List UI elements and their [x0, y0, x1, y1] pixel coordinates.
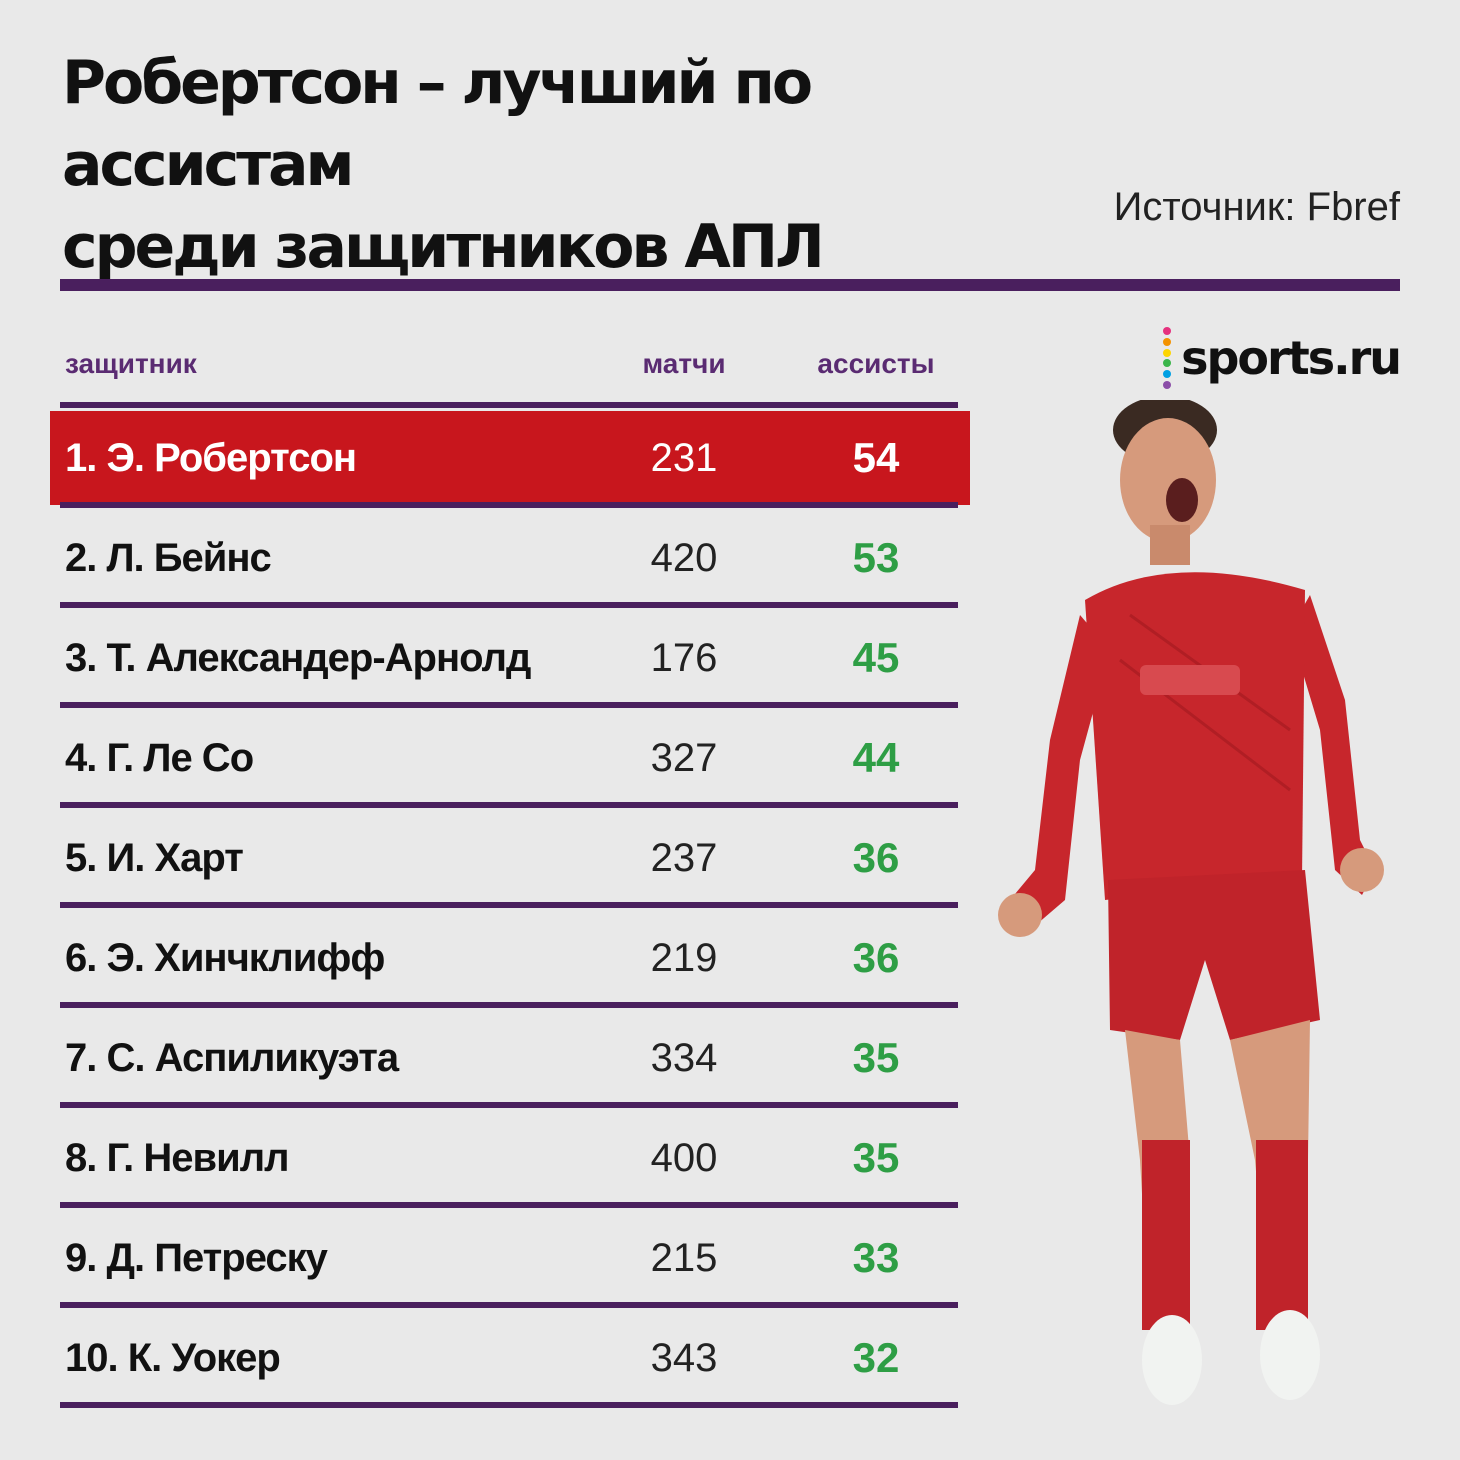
- column-header-player: защитник: [65, 348, 197, 379]
- table-row: 8. Г. Невилл 400 35: [60, 1111, 958, 1205]
- logo-wordmark: sports.ru: [1181, 331, 1402, 385]
- row-divider: [60, 402, 958, 408]
- player-name: 4. Г. Ле Со: [65, 735, 254, 780]
- player-name: 5. И. Харт: [65, 835, 244, 880]
- assists-value: 36: [852, 934, 900, 981]
- assists-value: 44: [852, 734, 900, 781]
- row-divider: [60, 602, 958, 608]
- row-divider: [60, 702, 958, 708]
- matches-value: 237: [650, 835, 718, 880]
- assists-value: 33: [852, 1234, 900, 1281]
- table-row: 3. Т. Александер-Арнолд 176 45: [60, 611, 958, 705]
- assists-value: 35: [852, 1134, 900, 1181]
- assists-value: 53: [852, 534, 900, 581]
- player-name: 3. Т. Александер-Арнолд: [65, 635, 531, 680]
- player-name: 8. Г. Невилл: [65, 1135, 290, 1180]
- headline-line-2: среди защитников АПЛ: [62, 212, 825, 282]
- table-row: 4. Г. Ле Со 327 44: [60, 711, 958, 805]
- table-row: 6. Э. Хинчклифф 219 36: [60, 911, 958, 1005]
- player-name: 10. К. Уокер: [65, 1335, 281, 1380]
- row-divider: [60, 802, 958, 808]
- logo-dots-icon: [1163, 327, 1172, 389]
- matches-value: 176: [650, 635, 718, 680]
- source-credit: Источник: Fbref: [1113, 185, 1400, 229]
- matches-value: 400: [650, 1135, 718, 1180]
- player-photo: [998, 400, 1384, 1405]
- row-divider: [60, 502, 958, 508]
- column-header-matches: матчи: [642, 348, 726, 379]
- sports-ru-logo: sports.ru: [1163, 326, 1402, 390]
- row-divider: [60, 1002, 958, 1008]
- column-header-assists: ассисты: [817, 348, 935, 379]
- player-name: 9. Д. Петреску: [65, 1235, 328, 1280]
- table-row: 5. И. Харт 237 36: [60, 811, 958, 905]
- table-row: 1. Э. Робертсон 231 54: [50, 411, 970, 505]
- header-divider: [60, 279, 1400, 291]
- assists-value: 54: [852, 434, 900, 481]
- assists-value: 32: [852, 1334, 900, 1381]
- matches-value: 334: [650, 1035, 718, 1080]
- headline: Робертсон – лучший по ассистам среди защ…: [62, 42, 1072, 288]
- matches-value: 420: [650, 535, 718, 580]
- table-row: 2. Л. Бейнс 420 53: [60, 511, 958, 605]
- assists-value: 36: [852, 834, 900, 881]
- row-divider: [60, 1302, 958, 1308]
- player-name: 2. Л. Бейнс: [65, 535, 272, 580]
- matches-value: 231: [650, 435, 718, 480]
- row-divider: [60, 1202, 958, 1208]
- headline-line-1: Робертсон – лучший по ассистам: [62, 48, 813, 200]
- table-row: 10. К. Уокер 343 32: [60, 1311, 958, 1405]
- row-divider: [60, 1402, 958, 1408]
- assists-value: 45: [852, 634, 900, 681]
- player-name: 7. С. Аспиликуэта: [65, 1035, 399, 1080]
- row-divider: [60, 1102, 958, 1108]
- matches-value: 327: [650, 735, 718, 780]
- player-name: 6. Э. Хинчклифф: [65, 935, 385, 980]
- player-name: 1. Э. Робертсон: [65, 435, 357, 480]
- row-divider: [60, 902, 958, 908]
- assists-value: 35: [852, 1034, 900, 1081]
- table-row: 7. С. Аспиликуэта 334 35: [60, 1011, 958, 1105]
- matches-value: 215: [650, 1235, 718, 1280]
- matches-value: 343: [650, 1335, 718, 1380]
- table-row: 9. Д. Петреску 215 33: [60, 1211, 958, 1305]
- matches-value: 219: [650, 935, 718, 980]
